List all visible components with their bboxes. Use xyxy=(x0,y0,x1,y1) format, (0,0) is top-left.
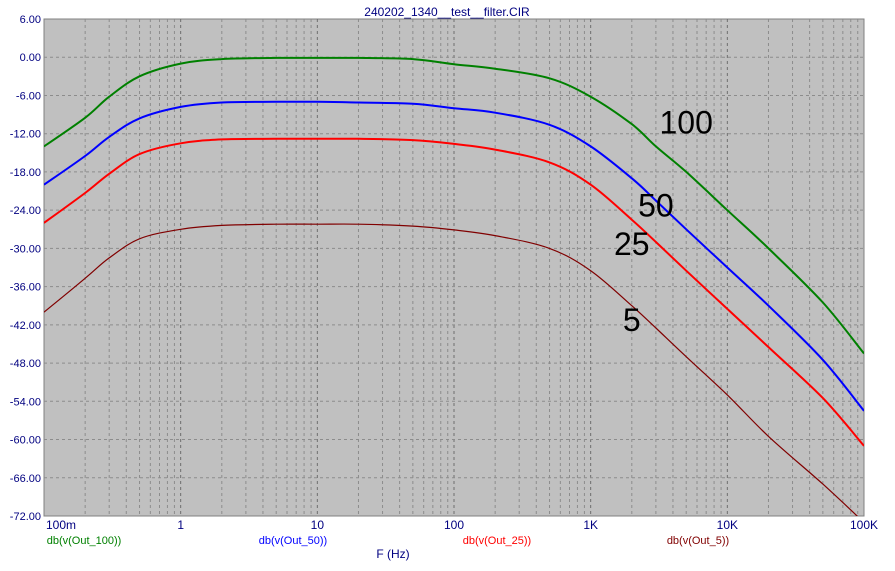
legend-entry: db(v(Out_100)) xyxy=(47,535,122,547)
y-tick-label: -42.00 xyxy=(10,320,41,332)
curve-annotation: 25 xyxy=(614,226,650,262)
y-tick-label: -48.00 xyxy=(10,358,41,370)
x-tick-label: 100K xyxy=(850,518,878,532)
legend: db(v(Out_100)) db(v(Out_50)) db(v(Out_25))… xyxy=(47,535,729,547)
curve-annotation: 50 xyxy=(638,188,674,224)
curve-annotation: 5 xyxy=(623,302,641,338)
series-line xyxy=(44,56,864,355)
y-tick-label: -36.00 xyxy=(10,282,41,294)
y-tick-label: 6.00 xyxy=(20,14,41,26)
x-tick-label: 100m xyxy=(46,518,76,532)
x-axis-ticks: 100m 1 10 100 1K 10K 100K xyxy=(46,518,878,532)
y-tick-label: -72.00 xyxy=(10,511,41,523)
y-tick-label: -54.00 xyxy=(10,396,41,408)
y-axis-ticks: 6.00 0.00 -6.00 -12.00 -18.00 -24.00 -30.00 -36… xyxy=(10,14,41,523)
x-tick-label: 100 xyxy=(444,518,464,532)
curve-annotation: 100 xyxy=(659,105,712,141)
x-tick-label: 10K xyxy=(717,518,738,532)
y-tick-label: -30.00 xyxy=(10,243,41,255)
y-tick-label: -12.00 xyxy=(10,129,41,141)
series-line xyxy=(44,137,864,447)
y-tick-label: 0.00 xyxy=(20,52,41,64)
x-tick-label: 1 xyxy=(177,518,184,532)
series-line xyxy=(44,100,864,412)
legend-entry: db(v(Out_5)) xyxy=(667,535,729,547)
series-line xyxy=(44,223,859,516)
x-axis-label: F (Hz) xyxy=(376,547,409,561)
y-tick-label: -24.00 xyxy=(10,205,41,217)
y-tick-label: -60.00 xyxy=(10,435,41,447)
legend-entry: db(v(Out_50)) xyxy=(259,535,327,547)
grid-lines xyxy=(44,19,864,516)
chart-title: 240202_1340__test__filter.CIR xyxy=(364,5,530,19)
x-tick-label: 10 xyxy=(311,518,325,532)
x-tick-label: 1K xyxy=(583,518,598,532)
series-lines xyxy=(44,56,864,516)
legend-entry: db(v(Out_25)) xyxy=(463,535,531,547)
y-tick-label: -18.00 xyxy=(10,167,41,179)
y-tick-label: -6.00 xyxy=(16,90,41,102)
y-tick-label: -66.00 xyxy=(10,473,41,485)
